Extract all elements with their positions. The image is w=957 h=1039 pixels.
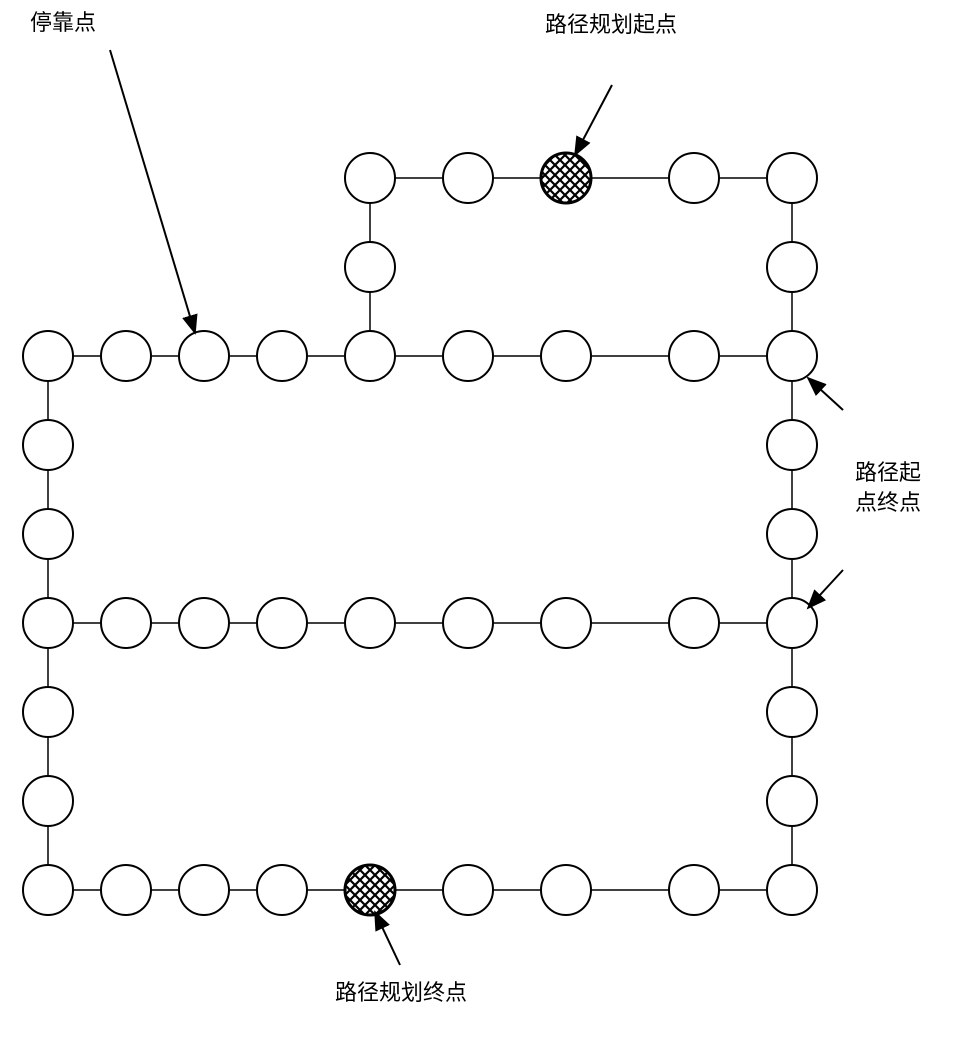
node-hatched [345, 865, 395, 915]
node [345, 598, 395, 648]
annotation-label: 路径规划终点 [335, 980, 467, 1005]
node [767, 509, 817, 559]
node [443, 153, 493, 203]
node [767, 242, 817, 292]
node [23, 331, 73, 381]
node [179, 598, 229, 648]
node [179, 865, 229, 915]
node [345, 153, 395, 203]
node [23, 687, 73, 737]
node [767, 153, 817, 203]
node [101, 598, 151, 648]
node [23, 509, 73, 559]
node [767, 687, 817, 737]
node [257, 865, 307, 915]
annotation-label: 停靠点 [30, 10, 96, 35]
annotation-arrow [375, 912, 400, 965]
node [443, 331, 493, 381]
node [23, 776, 73, 826]
node [257, 598, 307, 648]
node [101, 865, 151, 915]
node [541, 598, 591, 648]
annotation-arrow [110, 50, 195, 333]
node [767, 776, 817, 826]
annotation-label: 路径起 [855, 460, 921, 485]
node [345, 242, 395, 292]
node [443, 865, 493, 915]
node [669, 865, 719, 915]
node [669, 598, 719, 648]
annotation-label: 路径规划起点 [545, 12, 677, 37]
annotation-arrow [575, 85, 612, 155]
node [23, 598, 73, 648]
annotation-arrow [808, 378, 843, 410]
node [767, 331, 817, 381]
node [345, 331, 395, 381]
node [767, 865, 817, 915]
node [257, 331, 307, 381]
path-diagram: 停靠点 路径规划起点路径起点终点路径规划终点 [0, 0, 957, 1039]
node [443, 598, 493, 648]
node [23, 865, 73, 915]
node [767, 420, 817, 470]
node [541, 865, 591, 915]
node [179, 331, 229, 381]
node [23, 420, 73, 470]
node-hatched [541, 153, 591, 203]
annotation-label: 点终点 [855, 490, 921, 515]
node [541, 331, 591, 381]
node [669, 153, 719, 203]
node [669, 331, 719, 381]
annotation-arrow [808, 570, 843, 608]
node [101, 331, 151, 381]
